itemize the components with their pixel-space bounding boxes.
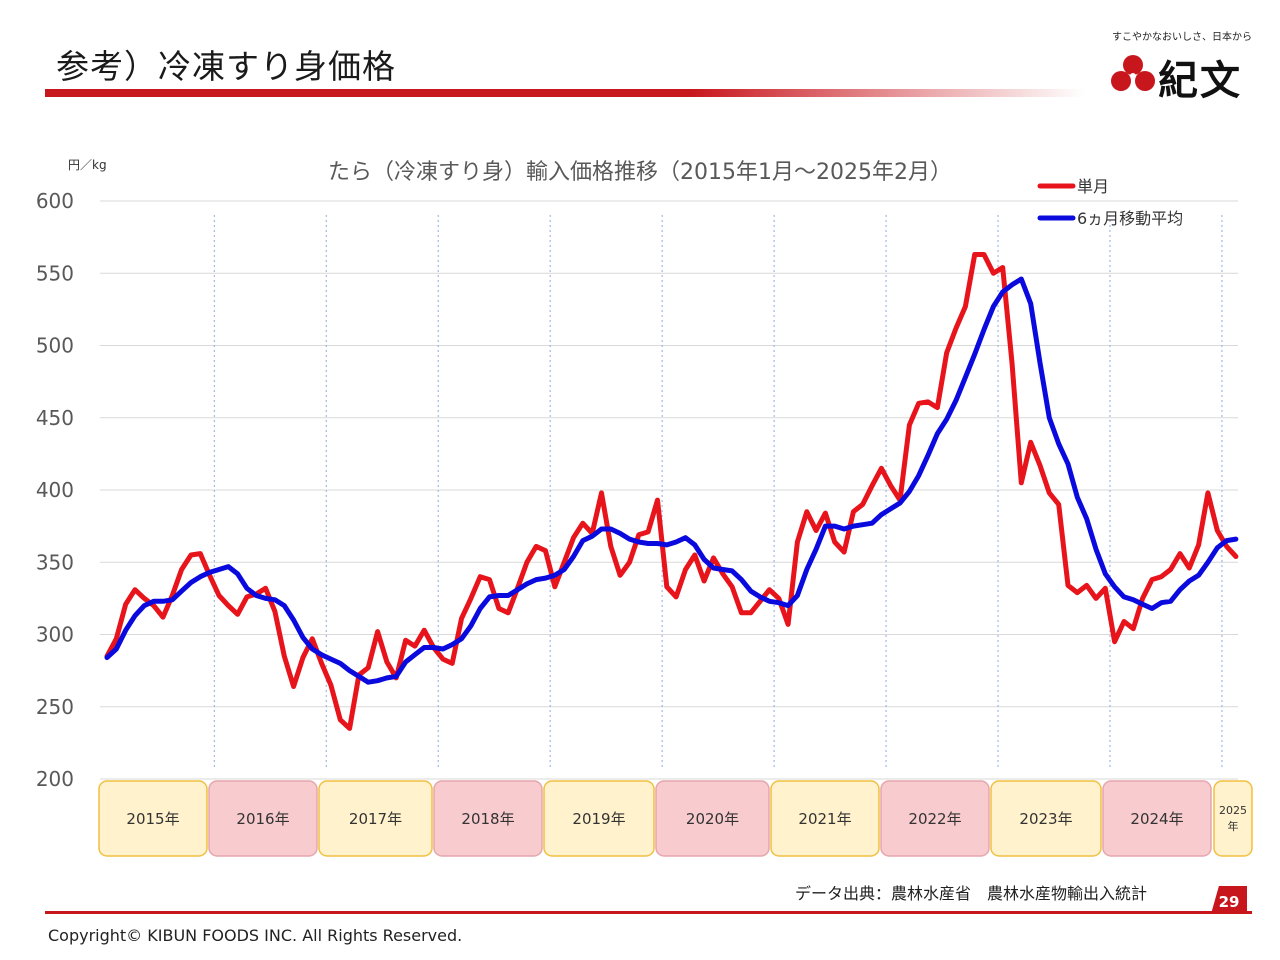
year-label: 2023年 <box>1019 810 1072 828</box>
legend: 単月 6ヵ月移動平均 <box>1037 177 1183 228</box>
legend-label: 単月 <box>1077 177 1109 196</box>
gridlines <box>100 200 1238 780</box>
year-box-2017年: 2017年 <box>318 780 433 857</box>
year-box-2015年: 2015年 <box>98 780 208 857</box>
year-label: 2019年 <box>572 810 625 828</box>
year-box-2025年: 2025 年 <box>1213 780 1253 857</box>
legend-label: 6ヵ月移動平均 <box>1077 209 1183 228</box>
y-tick-label: 550 <box>36 261 74 285</box>
y-axis-unit: 円／kg <box>68 158 107 172</box>
page-number-badge: 29 <box>1211 886 1247 914</box>
logo-wordmark: 紀文 <box>1158 57 1242 104</box>
year-box-2021年: 2021年 <box>770 780 880 857</box>
logo-tagline: すこやかなおいしさ、日本から <box>1112 32 1252 43</box>
year-box-2018年: 2018年 <box>433 780 543 857</box>
year-label: 2021年 <box>798 810 851 828</box>
year-box-2020年: 2020年 <box>655 780 770 857</box>
y-tick-label: 400 <box>36 478 74 502</box>
y-tick-label: 600 <box>36 189 74 213</box>
year-dividers <box>213 215 1223 768</box>
series-line-monthly <box>104 252 1239 731</box>
y-tick-label: 250 <box>36 695 74 719</box>
title-underline <box>45 89 1085 97</box>
year-box-2019年: 2019年 <box>543 780 655 857</box>
year-label: 2016年 <box>236 810 289 828</box>
year-label: 2017年 <box>349 810 402 828</box>
y-tick-label: 450 <box>36 406 74 430</box>
series-lines <box>104 252 1239 731</box>
year-label: 2015年 <box>126 810 179 828</box>
year-label: 2020年 <box>686 810 739 828</box>
year-box-2016年: 2016年 <box>208 780 318 857</box>
year-label-suffix: 年 <box>1228 819 1239 833</box>
year-box-2024年: 2024年 <box>1102 780 1212 857</box>
kibun-logo: すこやかなおいしさ、日本から 紀文 <box>1106 28 1262 104</box>
year-label: 2022年 <box>908 810 961 828</box>
footer-rule <box>45 911 1252 914</box>
year-label-boxes: 2015年 2016年 2017年 2018年 2019年 2020年 2021年 2022年… <box>98 780 1253 857</box>
y-tick-label: 500 <box>36 334 74 358</box>
year-label: 2018年 <box>461 810 514 828</box>
slide-title: 参考）冷凍すり身価格 <box>56 47 396 86</box>
copyright-text: Copyright© KIBUN FOODS INC. All Rights R… <box>48 926 463 945</box>
series-line-moving-average <box>104 276 1239 685</box>
data-source-note: データ出典：農林水産省 農林水産物輸出入統計 <box>795 884 1148 903</box>
y-axis-ticks: 200 250 300 350 400 450 500 550 600 <box>36 189 74 791</box>
clover-logo-icon <box>1111 55 1155 91</box>
year-box-2023年: 2023年 <box>990 780 1102 857</box>
year-label: 2025 <box>1219 804 1247 817</box>
chart-title: たら（冷凍すり身）輸入価格推移（2015年1月～2025年2月） <box>328 160 952 185</box>
year-box-2022年: 2022年 <box>880 780 990 857</box>
year-label: 2024年 <box>1130 810 1183 828</box>
y-tick-label: 200 <box>36 767 74 791</box>
y-tick-label: 300 <box>36 623 74 647</box>
y-tick-label: 350 <box>36 550 74 574</box>
